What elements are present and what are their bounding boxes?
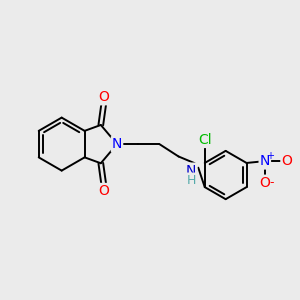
Text: O: O: [281, 154, 292, 169]
Text: +: +: [266, 151, 274, 160]
Text: O: O: [98, 184, 109, 198]
Text: Cl: Cl: [198, 133, 211, 147]
Text: O: O: [98, 90, 109, 104]
Text: N: N: [260, 154, 270, 169]
Text: -: -: [269, 176, 274, 189]
Text: H: H: [187, 173, 196, 187]
Text: O: O: [260, 176, 270, 190]
Text: N: N: [112, 137, 122, 151]
Text: N: N: [186, 164, 196, 178]
